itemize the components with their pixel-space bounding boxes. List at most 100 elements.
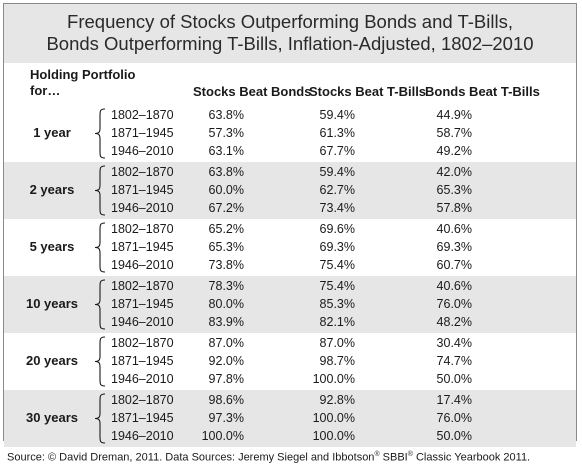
holding-period-group: 2 years 1802–1870 63.8% 59.4% 42.0% 1871–1945… [4, 162, 576, 219]
period-cell: 1802–1870 [111, 108, 174, 122]
bonds-beat-tbills-cell: 30.4% [436, 336, 472, 350]
period-cell: 1802–1870 [111, 336, 174, 350]
registered-mark-1: ® [374, 451, 380, 458]
period-cell: 1802–1870 [111, 165, 174, 179]
stocks-beat-bonds-cell: 67.2% [208, 201, 244, 215]
table-row: 1946–2010 63.1% 67.7% 49.2% [4, 143, 576, 160]
stocks-beat-bonds-cell: 78.3% [208, 279, 244, 293]
stocks-beat-tbills-cell: 98.7% [319, 354, 355, 368]
stocks-beat-bonds-cell: 98.6% [208, 393, 244, 407]
bonds-beat-tbills-cell: 76.0% [436, 297, 472, 311]
stocks-beat-bonds-cell: 83.9% [208, 315, 244, 329]
bonds-beat-tbills-cell: 17.4% [436, 393, 472, 407]
stocks-beat-tbills-cell: 62.7% [319, 183, 355, 197]
bonds-beat-tbills-cell: 76.0% [436, 411, 472, 425]
stocks-beat-tbills-cell: 61.3% [319, 126, 355, 140]
stocks-beat-tbills-cell: 73.4% [319, 201, 355, 215]
bonds-beat-tbills-cell: 42.0% [436, 165, 472, 179]
stocks-beat-tbills-cell: 87.0% [319, 336, 355, 350]
stocks-beat-tbills-cell: 75.4% [319, 279, 355, 293]
column-header-stocks-beat-tbills: Stocks Beat T-Bills [309, 84, 427, 99]
period-cell: 1946–2010 [111, 144, 174, 158]
period-cell: 1802–1870 [111, 393, 174, 407]
stocks-beat-bonds-cell: 97.8% [208, 372, 244, 386]
period-cell: 1871–1945 [111, 126, 174, 140]
table-row: 1946–2010 100.0% 100.0% 50.0% [4, 428, 576, 445]
table-row: 1946–2010 83.9% 82.1% 48.2% [4, 314, 576, 331]
stocks-beat-bonds-cell: 87.0% [208, 336, 244, 350]
source-note: Source: © David Dreman, 2011. Data Sourc… [7, 448, 530, 465]
table-row: 1871–1945 80.0% 85.3% 76.0% [4, 296, 576, 313]
bonds-beat-tbills-cell: 48.2% [436, 315, 472, 329]
period-cell: 1802–1870 [111, 279, 174, 293]
period-cell: 1802–1870 [111, 222, 174, 236]
holding-portfolio-header: Holding Portfolio for… [30, 67, 135, 99]
table-row: 1802–1870 78.3% 75.4% 40.6% [4, 278, 576, 295]
stocks-beat-tbills-cell: 69.3% [319, 240, 355, 254]
holding-period-group: 1 year 1802–1870 63.8% 59.4% 44.9% 1871–1945 5… [4, 105, 576, 162]
holding-period-label: 1 year [33, 125, 71, 140]
bonds-beat-tbills-cell: 50.0% [436, 429, 472, 443]
bonds-beat-tbills-cell: 58.7% [436, 126, 472, 140]
period-cell: 1871–1945 [111, 297, 174, 311]
holding-period-label: 10 years [25, 296, 79, 311]
holding-header-line-2: for… [30, 83, 61, 98]
stocks-beat-bonds-cell: 73.8% [208, 258, 244, 272]
period-cell: 1946–2010 [111, 258, 174, 272]
table-row: 1802–1870 87.0% 87.0% 30.4% [4, 335, 576, 352]
bonds-beat-tbills-cell: 60.7% [436, 258, 472, 272]
stocks-beat-tbills-cell: 100.0% [312, 411, 355, 425]
table-row: 1946–2010 73.8% 75.4% 60.7% [4, 257, 576, 274]
stocks-beat-bonds-cell: 63.8% [208, 108, 244, 122]
holding-period-label: 2 years [29, 182, 75, 197]
stocks-beat-tbills-cell: 100.0% [312, 429, 355, 443]
stocks-beat-bonds-cell: 100.0% [201, 429, 244, 443]
table-row: 1802–1870 98.6% 92.8% 17.4% [4, 392, 576, 409]
holding-period-group: 20 years 1802–1870 87.0% 87.0% 30.4% 1871–194… [4, 333, 576, 390]
holding-period-group: 10 years 1802–1870 78.3% 75.4% 40.6% 1871–194… [4, 276, 576, 333]
source-text-1: Source: © David Dreman, 2011. Data Sourc… [7, 451, 375, 464]
stocks-beat-bonds-cell: 80.0% [208, 297, 244, 311]
source-text-2: SBBI [379, 451, 408, 464]
bonds-beat-tbills-cell: 40.6% [436, 279, 472, 293]
stocks-beat-bonds-cell: 57.3% [208, 126, 244, 140]
stocks-beat-bonds-cell: 97.3% [208, 411, 244, 425]
table-row: 1946–2010 97.8% 100.0% 50.0% [4, 371, 576, 388]
bonds-beat-tbills-cell: 49.2% [436, 144, 472, 158]
stocks-beat-bonds-cell: 65.3% [208, 240, 244, 254]
registered-mark-2: ® [407, 451, 413, 458]
period-cell: 1871–1945 [111, 354, 174, 368]
table-frame: Frequency of Stocks Outperforming Bonds … [3, 3, 577, 447]
stocks-beat-bonds-cell: 65.2% [208, 222, 244, 236]
table-body: 1 year 1802–1870 63.8% 59.4% 44.9% 1871–1945 5… [4, 105, 576, 447]
stocks-beat-bonds-cell: 63.8% [208, 165, 244, 179]
column-header-bonds-beat-tbills: Bonds Beat T-Bills [425, 84, 540, 99]
period-cell: 1946–2010 [111, 201, 174, 215]
table-row: 1802–1870 63.8% 59.4% 44.9% [4, 107, 576, 124]
stocks-beat-bonds-cell: 63.1% [208, 144, 244, 158]
bonds-beat-tbills-cell: 50.0% [436, 372, 472, 386]
table-row: 1871–1945 97.3% 100.0% 76.0% [4, 410, 576, 427]
period-cell: 1871–1945 [111, 183, 174, 197]
curly-brace-icon [94, 336, 106, 387]
table-row: 1802–1870 63.8% 59.4% 42.0% [4, 164, 576, 181]
table-title-line-2: Bonds Outperforming T-Bills, Inflation-A… [46, 33, 534, 54]
stocks-beat-tbills-cell: 59.4% [319, 108, 355, 122]
period-cell: 1946–2010 [111, 429, 174, 443]
curly-brace-icon [94, 279, 106, 330]
table-row: 1871–1945 92.0% 98.7% 74.7% [4, 353, 576, 370]
column-header-stocks-beat-bonds: Stocks Beat Bonds [193, 84, 312, 99]
stocks-beat-tbills-cell: 69.6% [319, 222, 355, 236]
period-cell: 1871–1945 [111, 411, 174, 425]
holding-period-label: 30 years [25, 410, 79, 425]
source-text-3: Classic Yearbook 2011. [412, 451, 531, 464]
curly-brace-icon [94, 108, 106, 159]
bonds-beat-tbills-cell: 40.6% [436, 222, 472, 236]
curly-brace-icon [94, 165, 106, 216]
table-row: 1871–1945 65.3% 69.3% 69.3% [4, 239, 576, 256]
bonds-beat-tbills-cell: 65.3% [436, 183, 472, 197]
table-row: 1871–1945 60.0% 62.7% 65.3% [4, 182, 576, 199]
holding-period-group: 30 years 1802–1870 98.6% 92.8% 17.4% 1871–194… [4, 390, 576, 447]
table-row: 1871–1945 57.3% 61.3% 58.7% [4, 125, 576, 142]
period-cell: 1946–2010 [111, 372, 174, 386]
